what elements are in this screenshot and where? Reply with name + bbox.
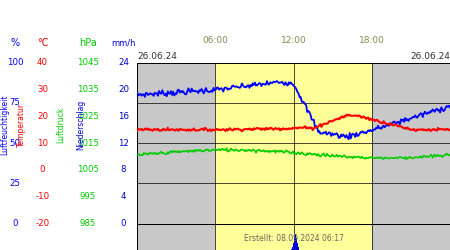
Text: 50: 50: [9, 138, 21, 147]
Text: 4: 4: [121, 192, 126, 202]
Text: 75: 75: [9, 98, 21, 107]
Text: Luftfeuchtigkeit: Luftfeuchtigkeit: [0, 95, 9, 155]
Text: 1005: 1005: [77, 166, 99, 174]
Bar: [294, 238, 295, 250]
Text: hPa: hPa: [79, 38, 97, 48]
Text: 26.06.24: 26.06.24: [137, 52, 177, 61]
Text: 12:00: 12:00: [281, 36, 306, 45]
Bar: [292, 247, 293, 250]
Bar: [296, 238, 297, 250]
Text: 25: 25: [9, 179, 21, 188]
Text: 10: 10: [37, 138, 48, 147]
Text: mm/h: mm/h: [111, 38, 136, 47]
Bar: [297, 244, 298, 250]
Text: 12: 12: [118, 138, 129, 147]
Text: 24: 24: [118, 58, 129, 67]
Text: 18:00: 18:00: [359, 36, 385, 45]
Bar: [372, 224, 450, 250]
Text: 0: 0: [12, 219, 18, 228]
Text: 100: 100: [7, 58, 23, 67]
Text: Temperatur: Temperatur: [17, 103, 26, 147]
Text: 16: 16: [118, 112, 129, 121]
Text: 0: 0: [121, 219, 126, 228]
Text: 20: 20: [118, 85, 129, 94]
Text: 26.06.24: 26.06.24: [410, 52, 450, 61]
Text: 1025: 1025: [77, 112, 99, 121]
Text: Erstellt: 08.09.2024 06:17: Erstellt: 08.09.2024 06:17: [244, 234, 343, 243]
Bar: [137, 62, 216, 224]
Bar: [216, 62, 372, 224]
Text: -10: -10: [36, 192, 50, 202]
Text: °C: °C: [37, 38, 48, 48]
Text: 0: 0: [40, 166, 45, 174]
Text: Niederschlag: Niederschlag: [76, 100, 86, 150]
Text: 06:00: 06:00: [202, 36, 228, 45]
Bar: [295, 234, 296, 250]
Text: 30: 30: [37, 85, 48, 94]
Text: 1045: 1045: [77, 58, 99, 67]
Text: -20: -20: [36, 219, 50, 228]
Text: 8: 8: [121, 166, 126, 174]
Text: Luftdruck: Luftdruck: [56, 107, 65, 143]
Text: 985: 985: [80, 219, 96, 228]
Text: 1015: 1015: [77, 138, 99, 147]
Bar: [298, 248, 299, 250]
Text: 1035: 1035: [77, 85, 99, 94]
Text: 995: 995: [80, 192, 96, 202]
Bar: [293, 244, 294, 250]
Text: 40: 40: [37, 58, 48, 67]
Bar: [137, 224, 216, 250]
Text: 20: 20: [37, 112, 48, 121]
Text: %: %: [10, 38, 20, 48]
Bar: [216, 224, 372, 250]
Bar: [372, 62, 450, 224]
